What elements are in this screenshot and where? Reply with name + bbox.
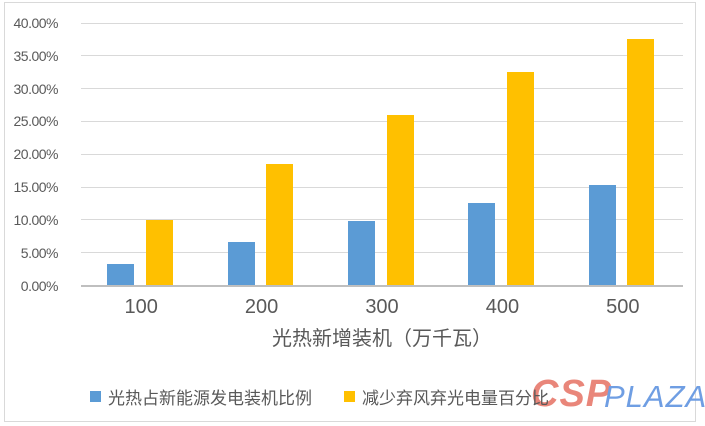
gridline xyxy=(81,153,683,155)
bar-series1 xyxy=(588,185,616,285)
y-tick-label: 20.00% xyxy=(13,146,59,163)
legend: 光热占新能源发电装机比例 减少弃风弃光电量百分比 xyxy=(90,384,549,409)
bar-series2 xyxy=(266,164,294,285)
x-axis-line xyxy=(81,284,683,287)
bar-series2 xyxy=(627,38,655,285)
x-tick-label: 400 xyxy=(485,296,520,318)
gridline xyxy=(81,186,683,188)
x-tick-label: 500 xyxy=(606,296,640,318)
x-tick-label: 200 xyxy=(244,296,279,318)
chart-border-frame xyxy=(4,2,696,422)
gridline xyxy=(81,22,683,24)
bar-series2 xyxy=(386,114,414,285)
x-tick-label: 100 xyxy=(124,296,158,318)
gridline xyxy=(81,55,683,57)
y-tick-label: 0.00% xyxy=(20,277,59,294)
y-tick-label: 15.00% xyxy=(13,179,59,196)
bar-series1 xyxy=(107,263,135,285)
legend-label-series2: 减少弃风弃光电量百分比 xyxy=(362,389,549,408)
gridline xyxy=(81,120,683,122)
gridline xyxy=(81,88,683,90)
bar-series2 xyxy=(506,72,534,285)
legend-square-yellow-icon xyxy=(344,391,355,402)
legend-square-blue-icon xyxy=(90,391,101,402)
y-tick-label: 25.00% xyxy=(13,113,59,130)
y-tick-label: 35.00% xyxy=(13,47,59,64)
x-tick-label: 300 xyxy=(365,296,399,318)
bar-series1 xyxy=(348,221,375,285)
gridline xyxy=(81,252,683,254)
bar-series2 xyxy=(145,219,173,285)
gridline xyxy=(81,219,683,221)
bar-series1 xyxy=(468,202,496,285)
bar-series1 xyxy=(227,242,255,285)
y-tick-label: 10.00% xyxy=(13,211,59,228)
y-tick-label: 40.00% xyxy=(13,15,59,31)
legend-label-series1: 光热占新能源发电装机比例 xyxy=(108,389,312,408)
legend-item-series1: 光热占新能源发电装机比例 xyxy=(90,384,312,409)
y-tick-label: 30.00% xyxy=(13,80,59,97)
legend-item-series2: 减少弃风弃光电量百分比 xyxy=(344,384,549,409)
y-tick-label: 5.00% xyxy=(20,244,59,261)
x-axis-title: 光热新增装机（万千瓦） xyxy=(272,328,492,350)
